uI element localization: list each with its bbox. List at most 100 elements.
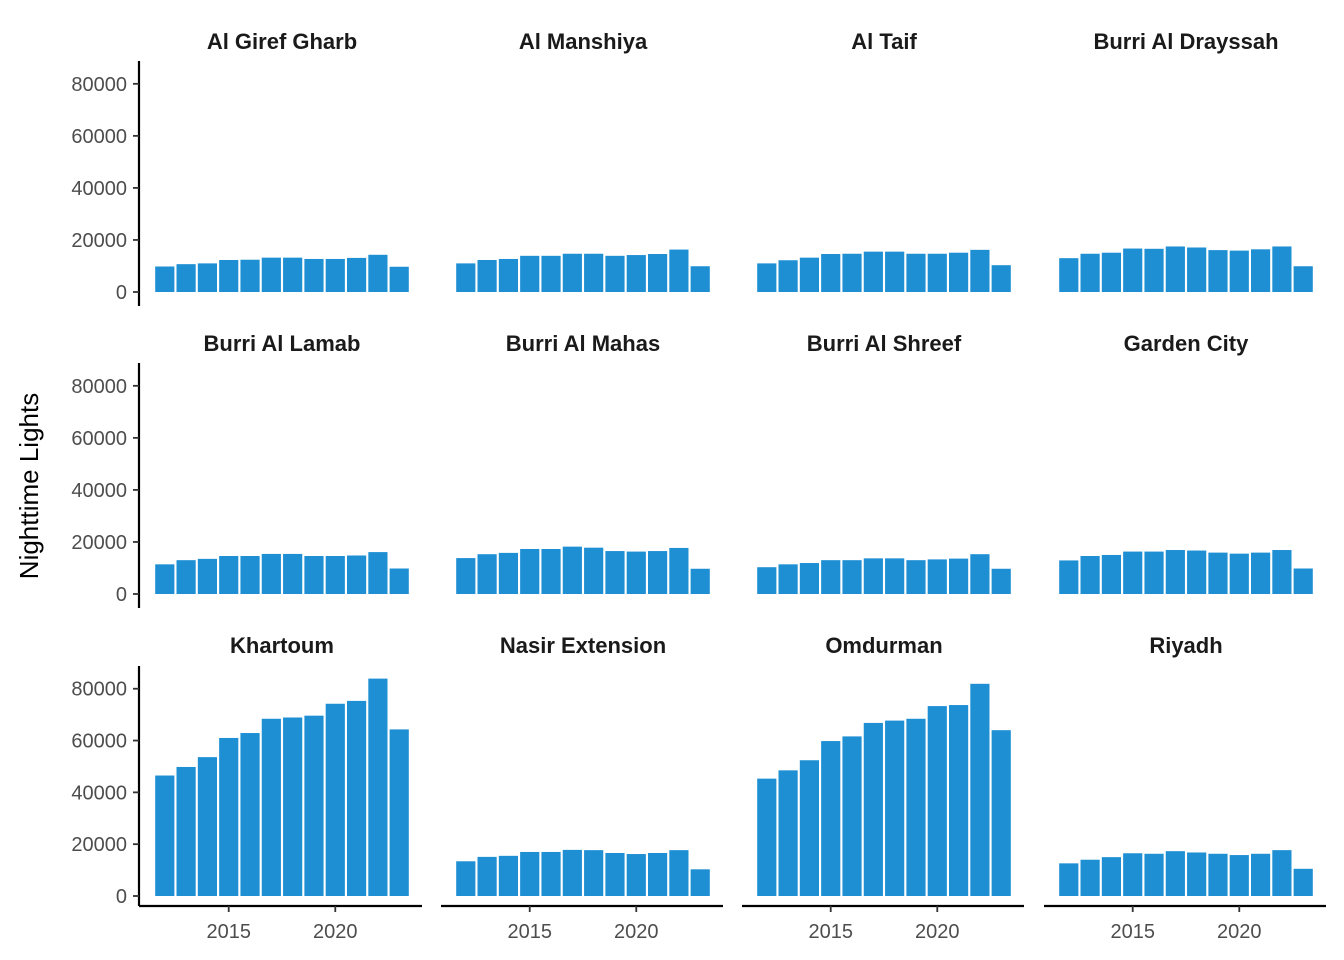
x-tick-label: 2015 (507, 921, 552, 943)
bar (799, 257, 819, 292)
bar (584, 547, 604, 594)
bar (1059, 258, 1079, 292)
y-tick-label: 0 (116, 886, 127, 908)
panel-title: Al Giref Gharb (207, 29, 357, 54)
bar (389, 266, 409, 292)
bar (368, 254, 388, 292)
bar (283, 717, 303, 896)
bar (283, 257, 303, 292)
bar (477, 856, 497, 896)
y-tick-label: 80000 (71, 74, 127, 96)
bar (757, 567, 777, 594)
bar (240, 733, 260, 896)
bar (584, 850, 604, 896)
bar (1272, 850, 1292, 896)
bar (885, 720, 905, 896)
bar (562, 849, 582, 896)
bar (1144, 853, 1164, 896)
bar (842, 253, 862, 292)
bar (949, 558, 969, 594)
bar (885, 251, 905, 292)
bar (906, 718, 926, 896)
bar (562, 546, 582, 594)
y-tick-label: 40000 (71, 782, 127, 804)
bar (261, 553, 281, 594)
bar (477, 259, 497, 292)
bar (821, 741, 841, 896)
bar (991, 568, 1011, 594)
bar (690, 869, 710, 896)
bar (799, 563, 819, 594)
y-tick-label: 40000 (71, 178, 127, 200)
bar (669, 850, 689, 896)
y-tick-label: 80000 (71, 679, 127, 701)
bar (648, 551, 668, 594)
panel-title: Burri Al Lamab (204, 331, 361, 356)
bar (261, 718, 281, 896)
panel-title: Burri Al Drayssah (1093, 29, 1278, 54)
bar (842, 736, 862, 896)
bar (863, 251, 883, 292)
bar (1251, 853, 1271, 896)
bar (562, 253, 582, 292)
bar (325, 258, 345, 292)
panel-title: Burri Al Shreef (807, 331, 962, 356)
bar (197, 757, 217, 896)
bar (197, 558, 217, 594)
bar (1272, 550, 1292, 594)
bar (1208, 250, 1228, 292)
x-tick-label: 2020 (313, 921, 358, 943)
y-tick-label: 20000 (71, 532, 127, 554)
bar (1165, 246, 1185, 292)
panel-title: Omdurman (825, 633, 942, 658)
bar (541, 255, 561, 292)
bar (1293, 266, 1313, 292)
bar (669, 547, 689, 594)
bar (626, 854, 646, 896)
x-tick-label: 2015 (206, 921, 251, 943)
bar (1123, 853, 1143, 896)
bar (155, 266, 175, 292)
bar (456, 558, 476, 594)
bar (541, 548, 561, 594)
y-tick-label: 60000 (71, 731, 127, 753)
bar (1165, 550, 1185, 594)
bar (498, 258, 518, 292)
bar (778, 564, 798, 594)
bar (605, 852, 625, 896)
bar (176, 766, 196, 896)
y-tick-label: 0 (116, 584, 127, 606)
bar (325, 703, 345, 896)
bar (1144, 248, 1164, 292)
bar (885, 558, 905, 594)
bar (1101, 857, 1121, 896)
bar (757, 778, 777, 896)
bar (970, 554, 990, 594)
bar (155, 775, 175, 896)
bar (690, 568, 710, 594)
bar (1123, 248, 1143, 292)
y-axis-title: Nighttime Lights (14, 393, 44, 579)
bar (176, 264, 196, 292)
bar (1229, 250, 1249, 292)
bar (1251, 249, 1271, 292)
bar (842, 560, 862, 594)
bar (605, 551, 625, 594)
bar (347, 700, 367, 896)
bar (498, 552, 518, 594)
bar (520, 851, 540, 896)
bar (799, 760, 819, 896)
bar (1187, 852, 1207, 896)
bar (863, 722, 883, 896)
bar (949, 705, 969, 896)
panel-title: Garden City (1124, 331, 1249, 356)
bar (690, 266, 710, 292)
bar (648, 852, 668, 896)
bar (821, 560, 841, 594)
bar (778, 770, 798, 896)
bar (970, 249, 990, 292)
bar (605, 255, 625, 292)
panel-title: Khartoum (230, 633, 334, 658)
bar (1187, 550, 1207, 594)
